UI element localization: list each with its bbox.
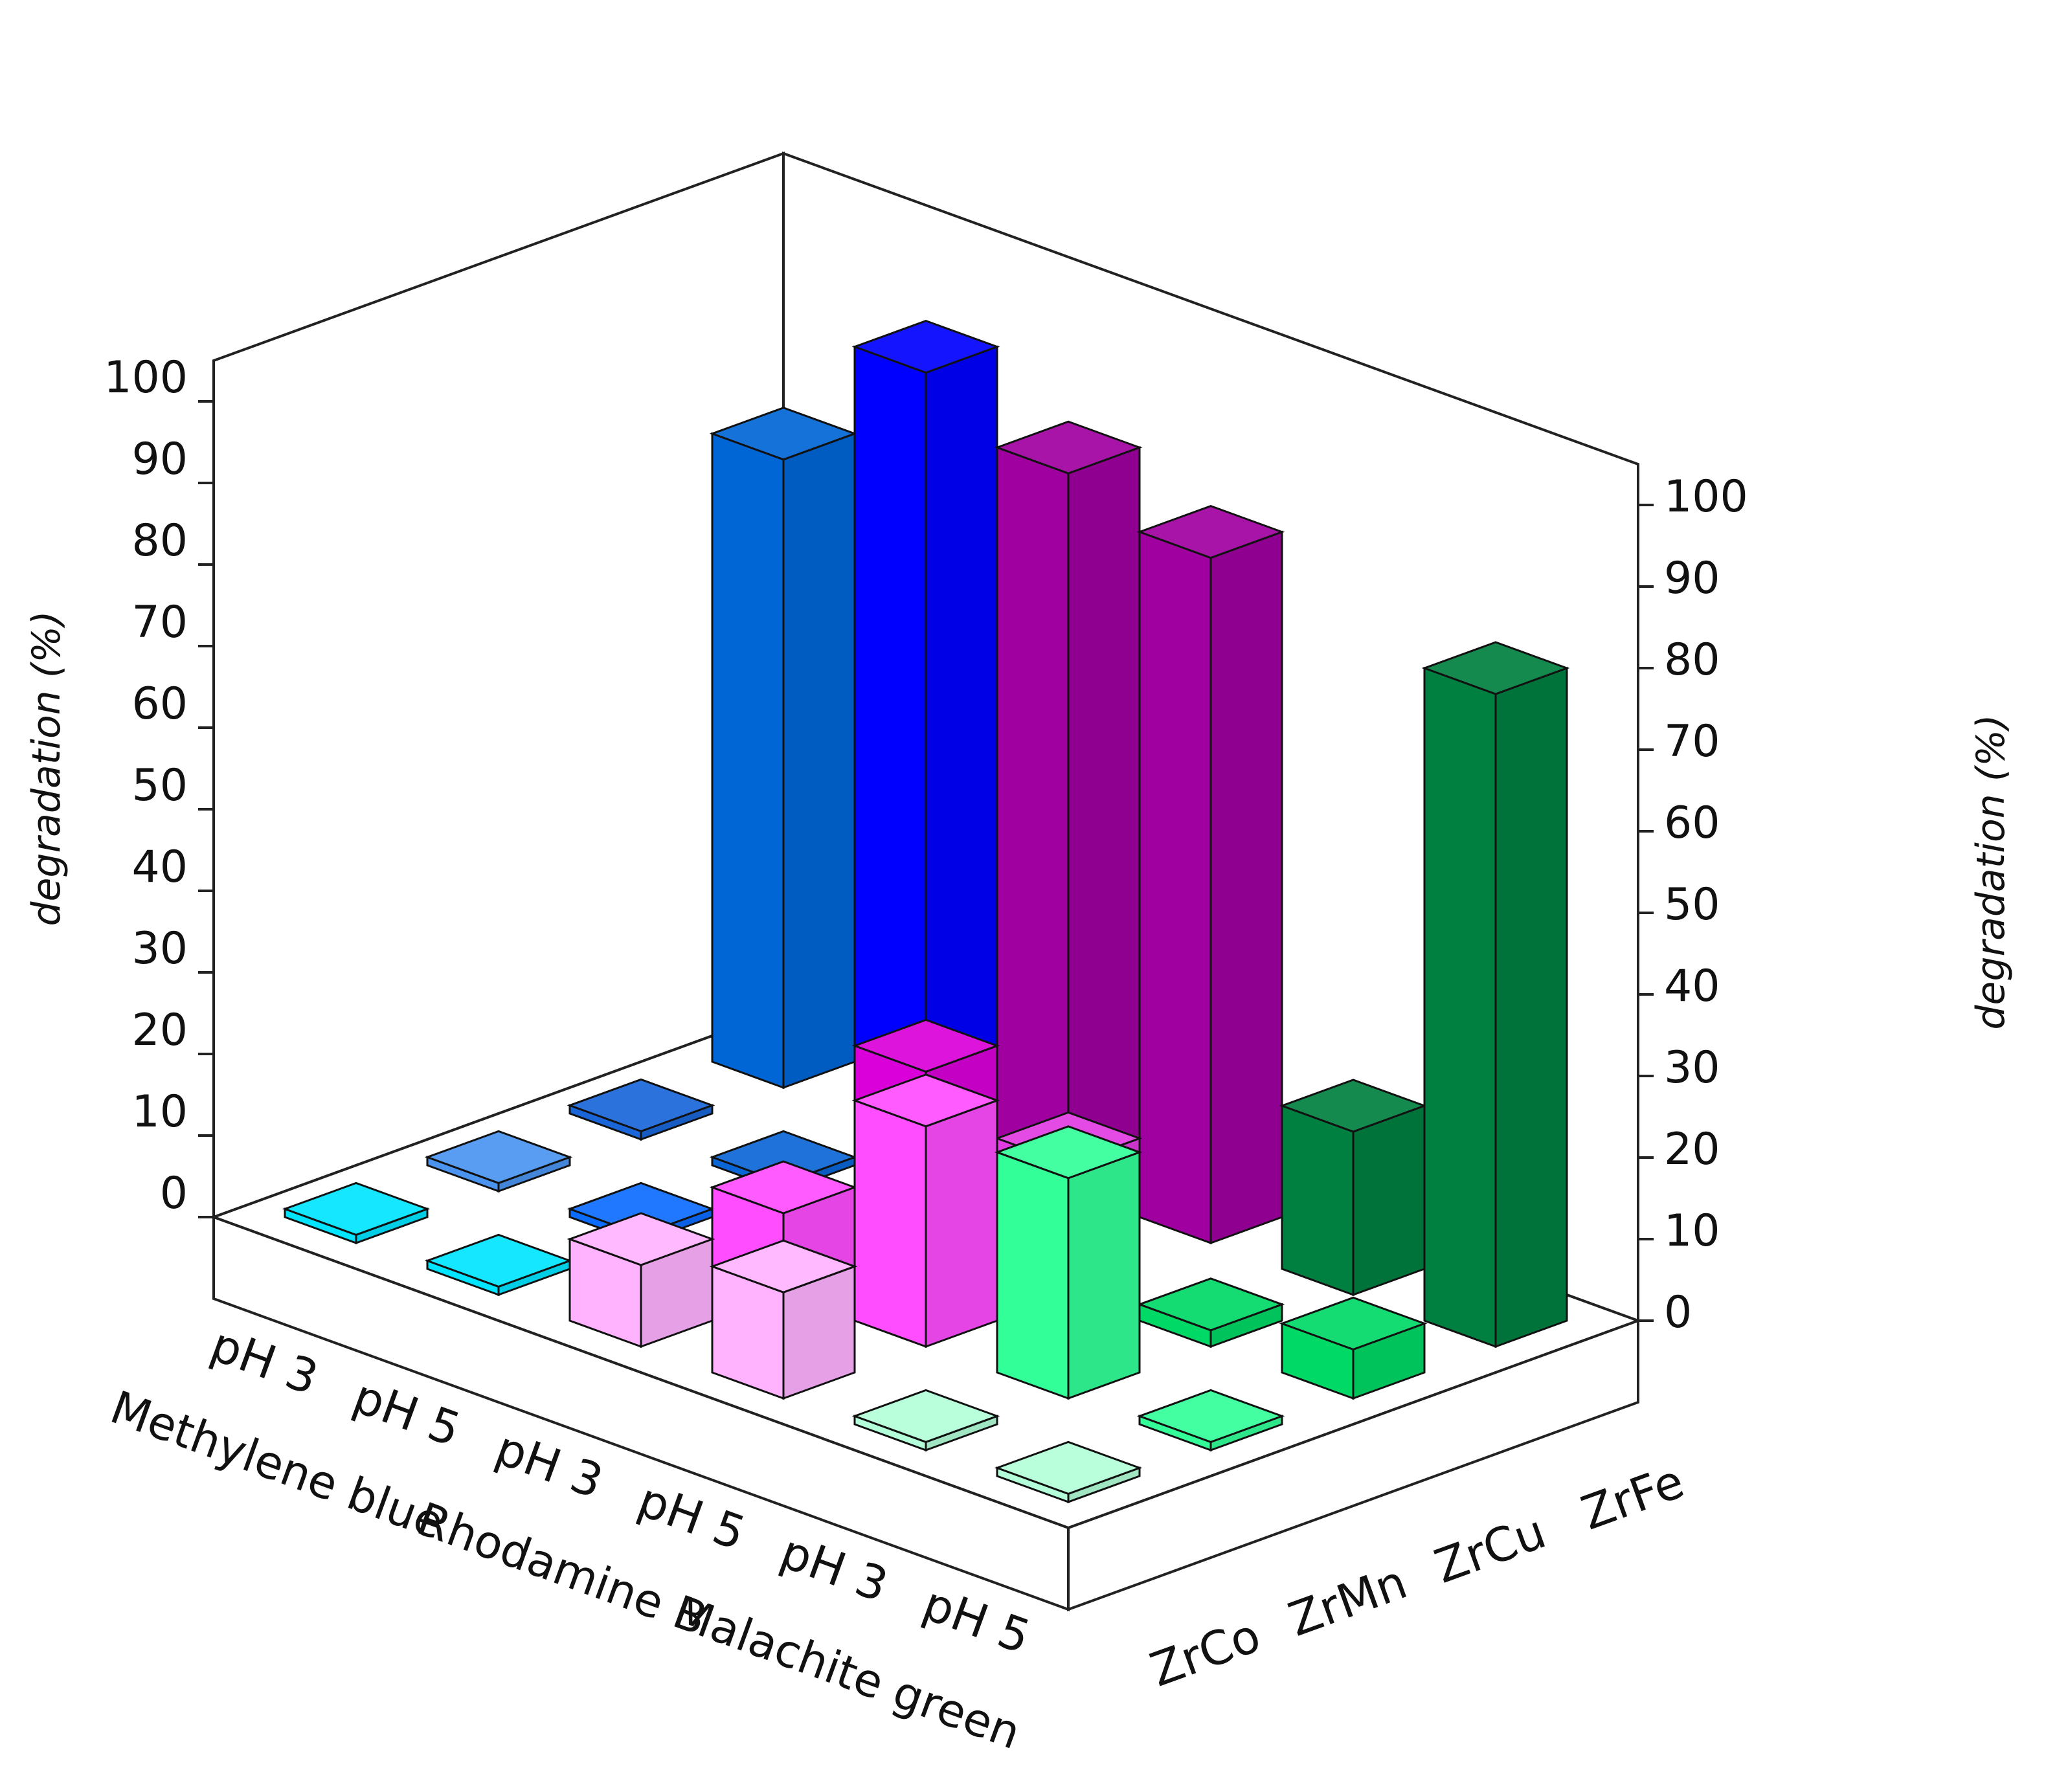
left-y-tick-label: 100: [104, 352, 188, 403]
bar-ZrCu-4: [1136, 1277, 1285, 1349]
left-y-tick-label: 80: [131, 515, 188, 566]
bar-ZrCo-2: [567, 1212, 715, 1349]
floor-right-edge: [1067, 1319, 1639, 1611]
left-y-tick-label: 60: [131, 678, 188, 730]
bar-ZrMn-4: [994, 1125, 1143, 1400]
left-y-tick-label: 20: [131, 1005, 188, 1056]
bar-ZrFe-1: [851, 320, 1000, 1141]
bar-ZrFe-0: [709, 407, 858, 1090]
right-y-tick-label: 80: [1664, 634, 1720, 686]
bar-side-face: [1494, 666, 1568, 1349]
bar-ZrCo-1: [424, 1233, 573, 1297]
right-y-tick-label: 60: [1664, 798, 1720, 849]
right-y-tick-label: 50: [1664, 879, 1720, 930]
bar-top-face: [994, 420, 1143, 475]
bar-ZrCo-0: [282, 1182, 431, 1245]
bar-ZrCu-0: [567, 1078, 715, 1141]
bar-front-face: [996, 446, 1070, 1193]
depth-category-label: ZrCu: [1428, 1504, 1553, 1594]
chart-axes: [198, 400, 1654, 1322]
depth-category-label: ZrCo: [1143, 1607, 1268, 1697]
bar-front-face: [711, 432, 785, 1090]
left-y-tick-label: 50: [131, 760, 188, 811]
left-y-tick-label: 0: [160, 1168, 188, 1219]
bar-ZrCo-4: [851, 1389, 1000, 1452]
right-y-tick-label: 40: [1664, 961, 1720, 1012]
bar-side-face: [925, 1099, 998, 1349]
left-y-tick-label: 40: [131, 842, 188, 893]
bar-top-face: [851, 1073, 1000, 1128]
right-y-tick-label: 0: [1664, 1287, 1692, 1338]
bar-ZrCo-3: [709, 1239, 858, 1400]
bar-front-face: [853, 1099, 927, 1349]
depth-category-label: ZrFe: [1575, 1454, 1691, 1541]
bar-front-face: [1138, 530, 1212, 1245]
bar-top-face: [994, 1440, 1143, 1495]
right-y-tick-label: 30: [1664, 1042, 1720, 1093]
bar-side-face: [1352, 1104, 1426, 1297]
bar-top-face: [1136, 1389, 1285, 1443]
bar-top-face: [567, 1212, 715, 1266]
bar-top-face: [1279, 1296, 1428, 1350]
bar-top-face: [1136, 505, 1285, 559]
left-y-tick-label: 10: [131, 1086, 188, 1137]
right-y-tick-label: 100: [1664, 471, 1748, 522]
bar-ZrFe-5: [1421, 641, 1570, 1349]
bar-side-face: [1209, 530, 1283, 1245]
bar-ZrFe-4: [1279, 1079, 1428, 1297]
bar-side-face: [925, 345, 998, 1141]
depth-category-label: ZrMn: [1281, 1554, 1413, 1647]
bar-front-face: [996, 1150, 1070, 1400]
left-y-tick-label: 30: [131, 923, 188, 974]
bar-ZrMn-5: [1136, 1389, 1285, 1452]
bar-side-face: [782, 432, 856, 1090]
bar-top-face: [1421, 641, 1570, 695]
bar-ZrMn-0: [424, 1130, 573, 1193]
bar-ZrCo-5: [994, 1440, 1143, 1504]
bar-top-face: [282, 1182, 431, 1236]
bar-top-face: [1136, 1277, 1285, 1332]
bar-top-face: [851, 1389, 1000, 1443]
bar-top-face: [567, 1078, 715, 1132]
bar-ZrMn-3: [851, 1073, 1000, 1349]
bar-top-face: [851, 1018, 1000, 1073]
bar-front-face: [1423, 666, 1497, 1349]
bar-top-face: [851, 320, 1000, 374]
bar-front-face: [1281, 1104, 1355, 1297]
left-y-tick-label: 70: [131, 597, 188, 648]
bar-ZrFe-2: [994, 420, 1143, 1193]
bar-top-face: [424, 1130, 573, 1184]
right-y-tick-label: 70: [1664, 716, 1720, 767]
right-y-axis-title: degradation (%): [1968, 714, 2014, 1029]
left-y-axis-title: degradation (%): [24, 610, 69, 926]
right-y-tick-label: 10: [1664, 1205, 1720, 1257]
bar-ZrFe-3: [1136, 505, 1285, 1245]
bar-side-face: [1067, 1150, 1141, 1400]
bar-front-face: [853, 345, 927, 1141]
bar-top-face: [709, 1239, 858, 1294]
left-y-tick-label: 90: [131, 434, 188, 485]
bar-ZrCu-5: [1279, 1296, 1428, 1400]
chart-bars: [282, 320, 1570, 1504]
right-y-tick-label: 20: [1664, 1124, 1720, 1175]
right-y-tick-label: 90: [1664, 553, 1720, 604]
bar-top-face: [994, 1125, 1143, 1180]
bar-side-face: [1067, 446, 1141, 1193]
